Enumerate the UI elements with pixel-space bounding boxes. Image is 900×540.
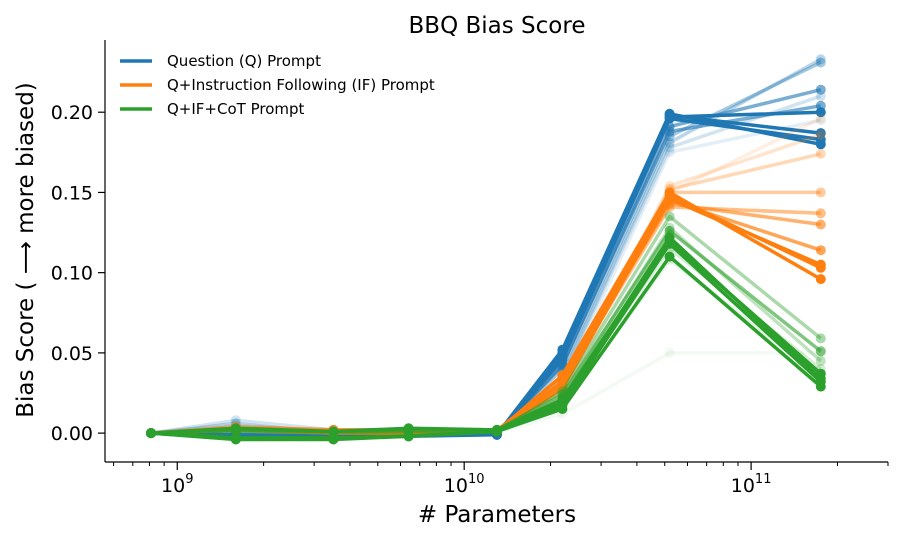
data-point (146, 428, 156, 439)
data-point (664, 113, 675, 124)
legend: Question (Q) Prompt Q+Instruction Followi… (120, 52, 435, 118)
y-tick-label: 0.00 (51, 423, 93, 445)
x-tick-label: 1011 (731, 472, 772, 497)
data-point (815, 187, 826, 198)
data-point (815, 54, 826, 65)
series-line (150, 190, 822, 435)
legend-label: Q+Instruction Following (IF) Prompt (167, 76, 435, 94)
y-axis-title: Bias Score ( ⟶ more biased) (13, 82, 39, 418)
series-line (150, 205, 821, 435)
data-point (664, 147, 675, 158)
data-point (815, 148, 826, 159)
series-line (150, 113, 822, 439)
series-line (150, 190, 821, 435)
series-line (150, 201, 822, 435)
series-line (150, 197, 822, 435)
data-point (664, 347, 675, 358)
legend-label: Q+IF+CoT Prompt (167, 100, 305, 118)
series-line (150, 112, 822, 440)
data-point (815, 355, 826, 366)
series-line (150, 229, 822, 435)
data-point (815, 57, 826, 68)
y-tick-label: 0.20 (51, 102, 93, 124)
data-point (815, 84, 826, 95)
data-point (403, 431, 414, 442)
data-point (815, 107, 826, 118)
data-point (491, 424, 502, 435)
data-point (815, 259, 826, 270)
data-point (815, 208, 826, 219)
y-tick-label: 0.05 (51, 343, 93, 365)
series-3 (146, 211, 826, 445)
y-tick-label: 0.10 (51, 263, 93, 285)
series-line (150, 238, 822, 435)
data-point (557, 394, 568, 405)
data-point (815, 219, 826, 230)
data-point (664, 126, 675, 137)
data-point (815, 134, 826, 145)
data-point (815, 274, 826, 285)
data-point (815, 333, 826, 344)
data-point (815, 346, 826, 357)
data-point (664, 193, 675, 204)
axis-ticks: 0.00 0.05 0.10 0.15 0.20 109 1010 1011 (51, 102, 889, 497)
data-point (664, 251, 675, 262)
data-point (664, 211, 675, 222)
x-tick-label: 1010 (444, 472, 485, 497)
series-line (150, 214, 822, 435)
data-point (815, 113, 826, 124)
data-point (815, 129, 826, 140)
legend-label: Question (Q) Prompt (167, 52, 321, 70)
data-point (403, 423, 414, 434)
data-point (815, 245, 826, 256)
series-line (151, 246, 822, 435)
data-point (328, 426, 339, 437)
data-point (230, 423, 241, 434)
x-axis-title: # Parameters (418, 502, 576, 528)
data-point (815, 368, 826, 379)
chart-title: BBQ Bias Score (409, 13, 586, 39)
data-point (664, 142, 675, 153)
x-tick-label: 109 (161, 472, 193, 497)
data-point (557, 354, 568, 365)
series-line (150, 198, 822, 435)
data-point (230, 432, 241, 443)
series-line (150, 94, 822, 435)
series-line (150, 235, 822, 440)
series-line (150, 193, 822, 435)
series-line (150, 60, 822, 435)
data-point (815, 115, 826, 126)
y-tick-label: 0.15 (51, 182, 93, 204)
data-point (664, 235, 675, 246)
series-line (150, 152, 822, 435)
series-lines (146, 54, 826, 445)
series-line (150, 117, 822, 435)
